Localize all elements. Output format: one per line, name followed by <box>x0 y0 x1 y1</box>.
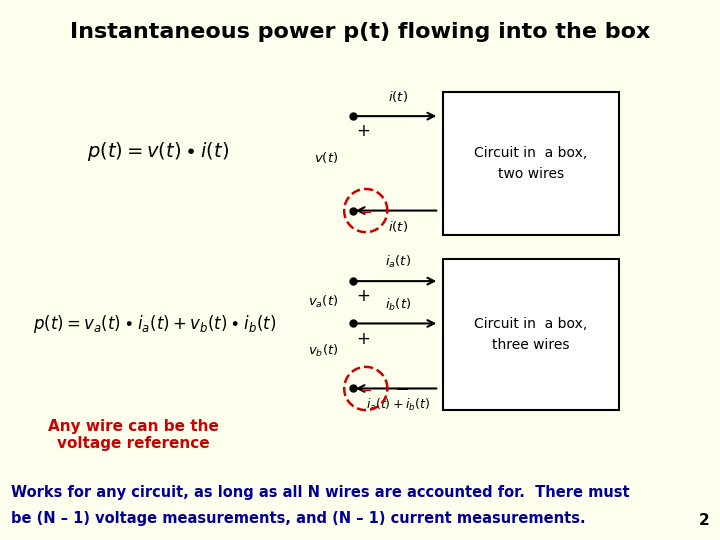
Text: Circuit in  a box,
two wires: Circuit in a box, two wires <box>474 146 588 181</box>
Text: $i(t)$: $i(t)$ <box>388 219 408 234</box>
Bar <box>443 92 619 235</box>
Text: $i_b(t)$: $i_b(t)$ <box>384 296 411 313</box>
Text: $v_a(t)$: $v_a(t)$ <box>308 294 338 310</box>
Text: 2: 2 <box>698 513 709 528</box>
Bar <box>443 259 619 410</box>
Text: $-$: $-$ <box>359 203 372 218</box>
Text: Circuit in  a box,
three wires: Circuit in a box, three wires <box>474 318 588 352</box>
Text: $i(t)$: $i(t)$ <box>388 89 408 104</box>
Text: $-$: $-$ <box>359 381 372 396</box>
Text: $v_b(t)$: $v_b(t)$ <box>308 342 338 359</box>
Text: $i_a(t)+i_b(t)$: $i_a(t)+i_b(t)$ <box>366 396 430 413</box>
Text: +: + <box>356 122 371 140</box>
Text: +: + <box>356 287 371 305</box>
Text: Works for any circuit, as long as all N wires are accounted for.  There must: Works for any circuit, as long as all N … <box>11 484 629 500</box>
Text: $i_a(t)$: $i_a(t)$ <box>384 254 411 271</box>
Text: be (N – 1) voltage measurements, and (N – 1) current measurements.: be (N – 1) voltage measurements, and (N … <box>11 511 585 526</box>
Text: $-$: $-$ <box>394 380 410 397</box>
Text: $p(t) = v(t) \bullet i(t)$: $p(t) = v(t) \bullet i(t)$ <box>87 140 230 163</box>
Text: $p(t) = v_a(t) \bullet i_a(t) + v_b(t) \bullet i_b(t)$: $p(t) = v_a(t) \bullet i_a(t) + v_b(t) \… <box>33 313 276 335</box>
Text: Any wire can be the
voltage reference: Any wire can be the voltage reference <box>48 418 219 451</box>
Text: +: + <box>356 329 371 348</box>
Text: Instantaneous power p(t) flowing into the box: Instantaneous power p(t) flowing into th… <box>70 22 650 42</box>
Text: $v(t)$: $v(t)$ <box>314 151 338 165</box>
